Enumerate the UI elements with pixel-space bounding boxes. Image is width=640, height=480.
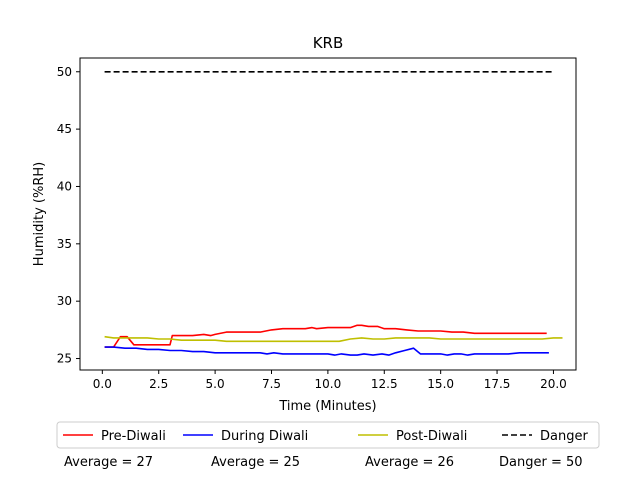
- legend-label-pre-diwali: Pre-Diwali: [101, 429, 166, 444]
- x-tick-label: 12.5: [371, 377, 398, 391]
- x-tick-label: 0.0: [93, 377, 112, 391]
- legend: Pre-Diwali During Diwali Post-Diwali Danger: [63, 429, 588, 444]
- y-tick-label: 40: [57, 179, 72, 193]
- x-tick-label: 20.0: [540, 377, 567, 391]
- danger-value: Danger = 50: [499, 455, 583, 470]
- y-tick-label: 45: [57, 122, 72, 136]
- x-tick-label: 2.5: [149, 377, 168, 391]
- chart-title: KRB: [313, 34, 344, 52]
- average-post-diwali: Average = 26: [365, 455, 455, 470]
- y-tick-label: 30: [57, 294, 72, 308]
- x-tick-label: 17.5: [484, 377, 511, 391]
- x-axis-label: Time (Minutes): [278, 399, 376, 414]
- x-tick-label: 15.0: [427, 377, 454, 391]
- legend-frame: [56, 421, 600, 449]
- x-tick-label: 7.5: [262, 377, 281, 391]
- series-lines: [104, 71, 563, 356]
- axis-ticks: 0.0 2.5 5.0 7.5 10.0 12.5 15.0 17.5 20.0 25 30 35 40…: [57, 65, 567, 391]
- y-axis-label: Humidity (%RH): [32, 162, 47, 266]
- y-tick-label: 35: [57, 237, 72, 251]
- average-pre-diwali: Average = 27: [64, 455, 154, 470]
- x-tick-label: 5.0: [206, 377, 225, 391]
- legend-label-post-diwali: Post-Diwali: [396, 429, 467, 444]
- series-line-post-diwali: [104, 335, 563, 343]
- x-tick-label: 10.0: [315, 377, 342, 391]
- series-line-pre-diwali: [104, 324, 547, 348]
- y-tick-label: 25: [57, 352, 72, 366]
- legend-label-danger: Danger: [540, 429, 588, 444]
- y-tick-label: 50: [57, 65, 72, 79]
- legend-label-during-diwali: During Diwali: [221, 429, 308, 444]
- average-during-diwali: Average = 25: [211, 455, 301, 470]
- series-line-during-diwali: [104, 346, 549, 356]
